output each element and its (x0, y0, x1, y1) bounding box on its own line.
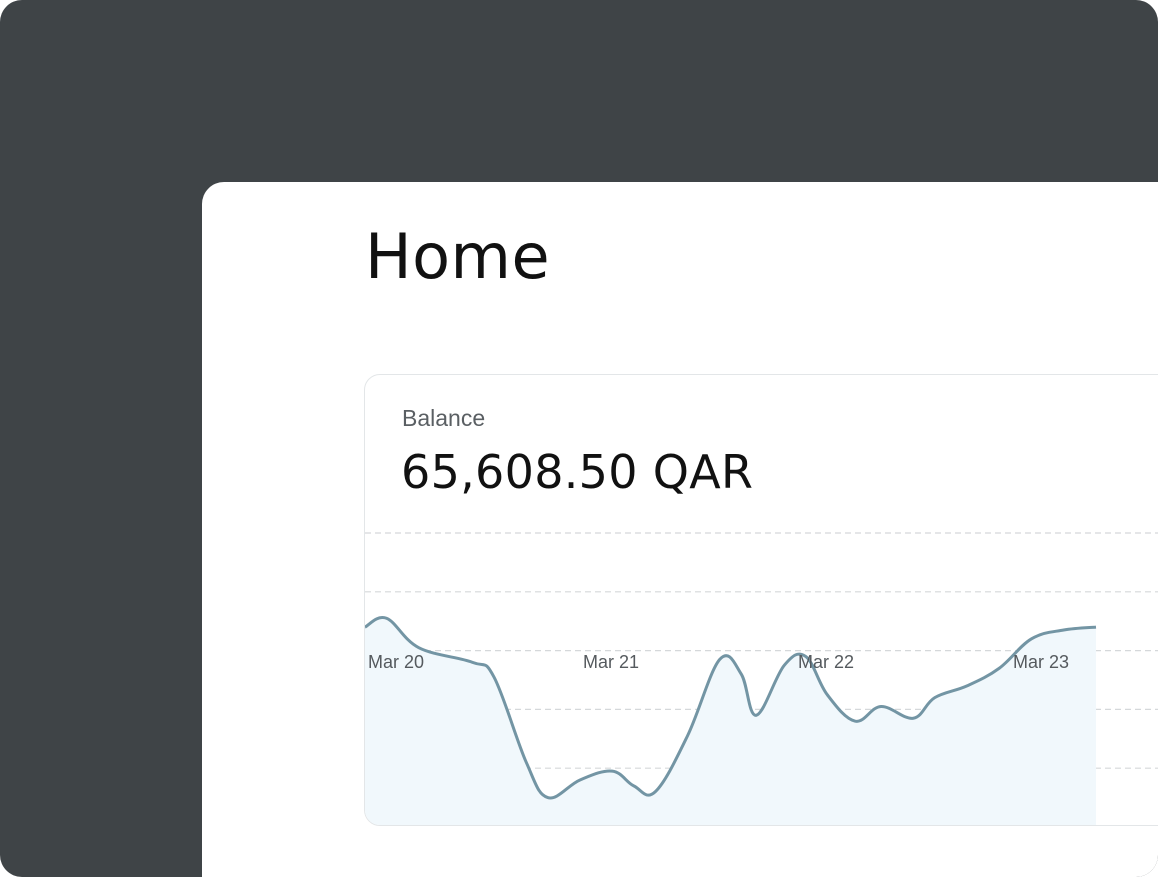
balance-card[interactable]: Balance 65,608.50 QAR (364, 374, 1158, 826)
balance-value: 65,608.50 QAR (401, 445, 754, 499)
balance-chart (365, 532, 1158, 825)
page-title: Home (365, 220, 551, 293)
balance-area (365, 617, 1096, 825)
balance-label: Balance (402, 405, 486, 431)
main-panel: Home Balance 65,608.50 QAR (202, 182, 1158, 877)
balance-line (365, 616, 1097, 800)
